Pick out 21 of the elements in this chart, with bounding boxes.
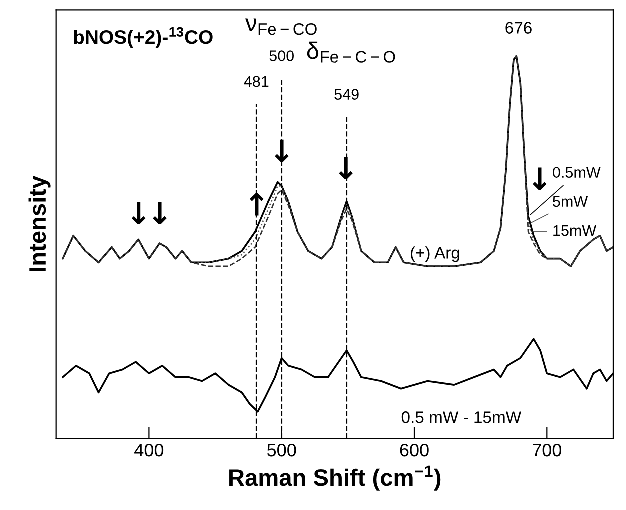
ref-line-label: 481	[244, 76, 269, 88]
annotation: ↓	[132, 202, 146, 224]
x-axis-title: Raman Shift (cm$^{−1}$)	[230, 466, 441, 491]
text: 676	[506, 22, 532, 34]
x-tick-label: 700	[533, 444, 562, 457]
ref-line-label: 500	[270, 50, 294, 62]
y-axis-title: Intensity	[28, 176, 51, 272]
annotation: δ$_{Fe−C−O}$	[307, 42, 396, 63]
x-tick-label: 500	[268, 444, 296, 457]
text: ν$_{Fe−CO}$	[246, 18, 317, 36]
annotation: (+) Arg	[410, 246, 460, 262]
annotation: ↓	[533, 168, 547, 190]
legend-label: 15mW	[554, 225, 597, 236]
series-label: 0.5 mW - 15mW	[402, 412, 522, 424]
series-label: 0.5mW	[553, 167, 601, 178]
annotation: ↓	[153, 202, 167, 224]
x-tick-label: 400	[134, 444, 164, 457]
x-tick-label: 600	[400, 444, 429, 457]
series-label: 5mW	[553, 196, 588, 208]
chart-title: bNOS(+2)-$^{13}$CO	[74, 27, 213, 48]
ref-line-label: 549	[334, 89, 359, 100]
